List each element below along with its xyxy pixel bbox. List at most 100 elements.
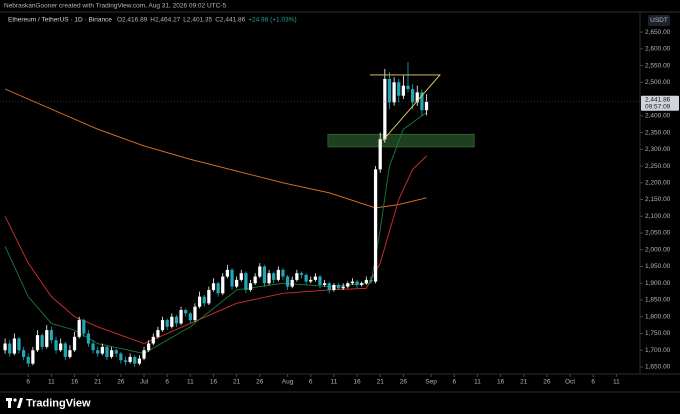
candle-body (364, 279, 368, 284)
candle-body (369, 279, 373, 282)
candle-body (72, 336, 77, 351)
candle-body (17, 338, 21, 351)
candle-body (12, 338, 16, 354)
candle-body (216, 283, 220, 294)
last-price-box (641, 95, 679, 111)
x-tick-label: Aug (282, 379, 294, 386)
candle-body (179, 310, 183, 324)
y-tick-label: 2,500.00 (645, 79, 671, 86)
candle-body (147, 343, 151, 351)
candle-body (8, 343, 12, 354)
y-tick-label: 2,100.00 (645, 213, 671, 220)
candle-body (63, 343, 67, 357)
x-tick-label: 16 (497, 379, 505, 386)
candle-body (355, 281, 359, 285)
candle-body (424, 101, 429, 111)
logo-part (13, 398, 17, 402)
x-tick-label: 26 (256, 379, 264, 386)
candle-body (304, 274, 308, 282)
candle-body (188, 313, 192, 321)
y-tick-label: 1,900.00 (645, 280, 671, 287)
x-tick-label: 21 (520, 379, 528, 386)
candle-body (346, 283, 350, 287)
candle-body (207, 289, 211, 304)
x-tick-label: 11 (613, 379, 620, 386)
candle-body (21, 350, 26, 357)
brand-logo (6, 398, 23, 408)
candle-body (160, 320, 165, 331)
candle-body (170, 316, 174, 327)
candle-body (378, 139, 382, 170)
candle-body (68, 350, 72, 357)
candle-body (323, 283, 327, 285)
candle-body (360, 283, 364, 285)
y-tick-label: 2,350.00 (645, 129, 671, 136)
x-tick-label: 16 (210, 379, 218, 386)
candle-body (248, 283, 253, 290)
candle-body (253, 276, 257, 284)
ohlc-legend: O2,416.89 (117, 17, 148, 24)
moving-average (4, 112, 427, 355)
x-tick-label: 26 (543, 379, 551, 386)
x-tick-label: 21 (233, 379, 241, 386)
x-tick-label: 11 (331, 379, 338, 386)
candle-body (239, 273, 243, 280)
y-tick-label: 2,150.00 (645, 196, 671, 203)
candle-body (40, 335, 44, 347)
x-tick-label: 6 (591, 379, 595, 386)
candle-body (295, 273, 299, 280)
candle-body (123, 360, 128, 362)
y-tick-label: 2,400.00 (645, 113, 671, 120)
candle-body (59, 343, 63, 351)
header: NebraskanGooner created with TradingView… (4, 3, 226, 10)
candle-body (313, 276, 317, 280)
candle-body (184, 310, 188, 314)
candle-body (225, 269, 230, 277)
candle-body (86, 333, 91, 344)
candle-body (392, 82, 396, 103)
y-tick-label: 1,700.00 (645, 347, 671, 354)
x-tick-label: 11 (48, 379, 55, 386)
x-tick-label: Oct (565, 379, 575, 386)
candle-body (387, 78, 392, 103)
candle-body (174, 316, 179, 324)
candle-body (258, 266, 262, 277)
candle-body (77, 320, 81, 337)
candle-body (350, 281, 355, 284)
candle-body (336, 284, 341, 289)
candle-body (109, 350, 114, 357)
ohlc-legend: H2,464.27 (150, 17, 180, 24)
candle-body (211, 283, 216, 290)
currency[interactable]: USDT (650, 17, 668, 24)
x-tick-label: 6 (26, 379, 30, 386)
candle-body (193, 306, 197, 321)
candle-body (49, 330, 54, 341)
ohlc-legend: L2,401.35 (183, 17, 212, 24)
candle-body (272, 273, 276, 280)
plot-area (0, 62, 640, 367)
candle-body (82, 320, 86, 334)
candle-body (3, 343, 7, 351)
candle-body (244, 273, 248, 290)
candle-body (332, 284, 336, 290)
ohlc-legend: +24.98 (+1.03%) (248, 17, 296, 24)
last-price-label: 2,441.86 (645, 97, 671, 104)
x-tick-label: Sep (425, 379, 437, 386)
symbol-legend: Ethereum / TetherUS · 1D · Binance (8, 17, 112, 24)
x-tick-label: 6 (165, 379, 169, 386)
candle-body (137, 358, 142, 364)
ohlc-legend: C2,441.86 (215, 17, 245, 24)
x-tick-label: 16 (353, 379, 361, 386)
candle-body (35, 335, 40, 351)
triangle-pattern (370, 74, 441, 141)
candle-body (114, 350, 118, 354)
x-tick-label: Jul (140, 379, 149, 386)
candle-body (281, 269, 285, 277)
candle-body (383, 78, 387, 140)
x-tick-label: 26 (400, 379, 408, 386)
y-tick-label: 2,300.00 (645, 146, 671, 153)
currency-box[interactable] (648, 15, 670, 26)
y-tick-label: 2,550.00 (645, 62, 671, 69)
